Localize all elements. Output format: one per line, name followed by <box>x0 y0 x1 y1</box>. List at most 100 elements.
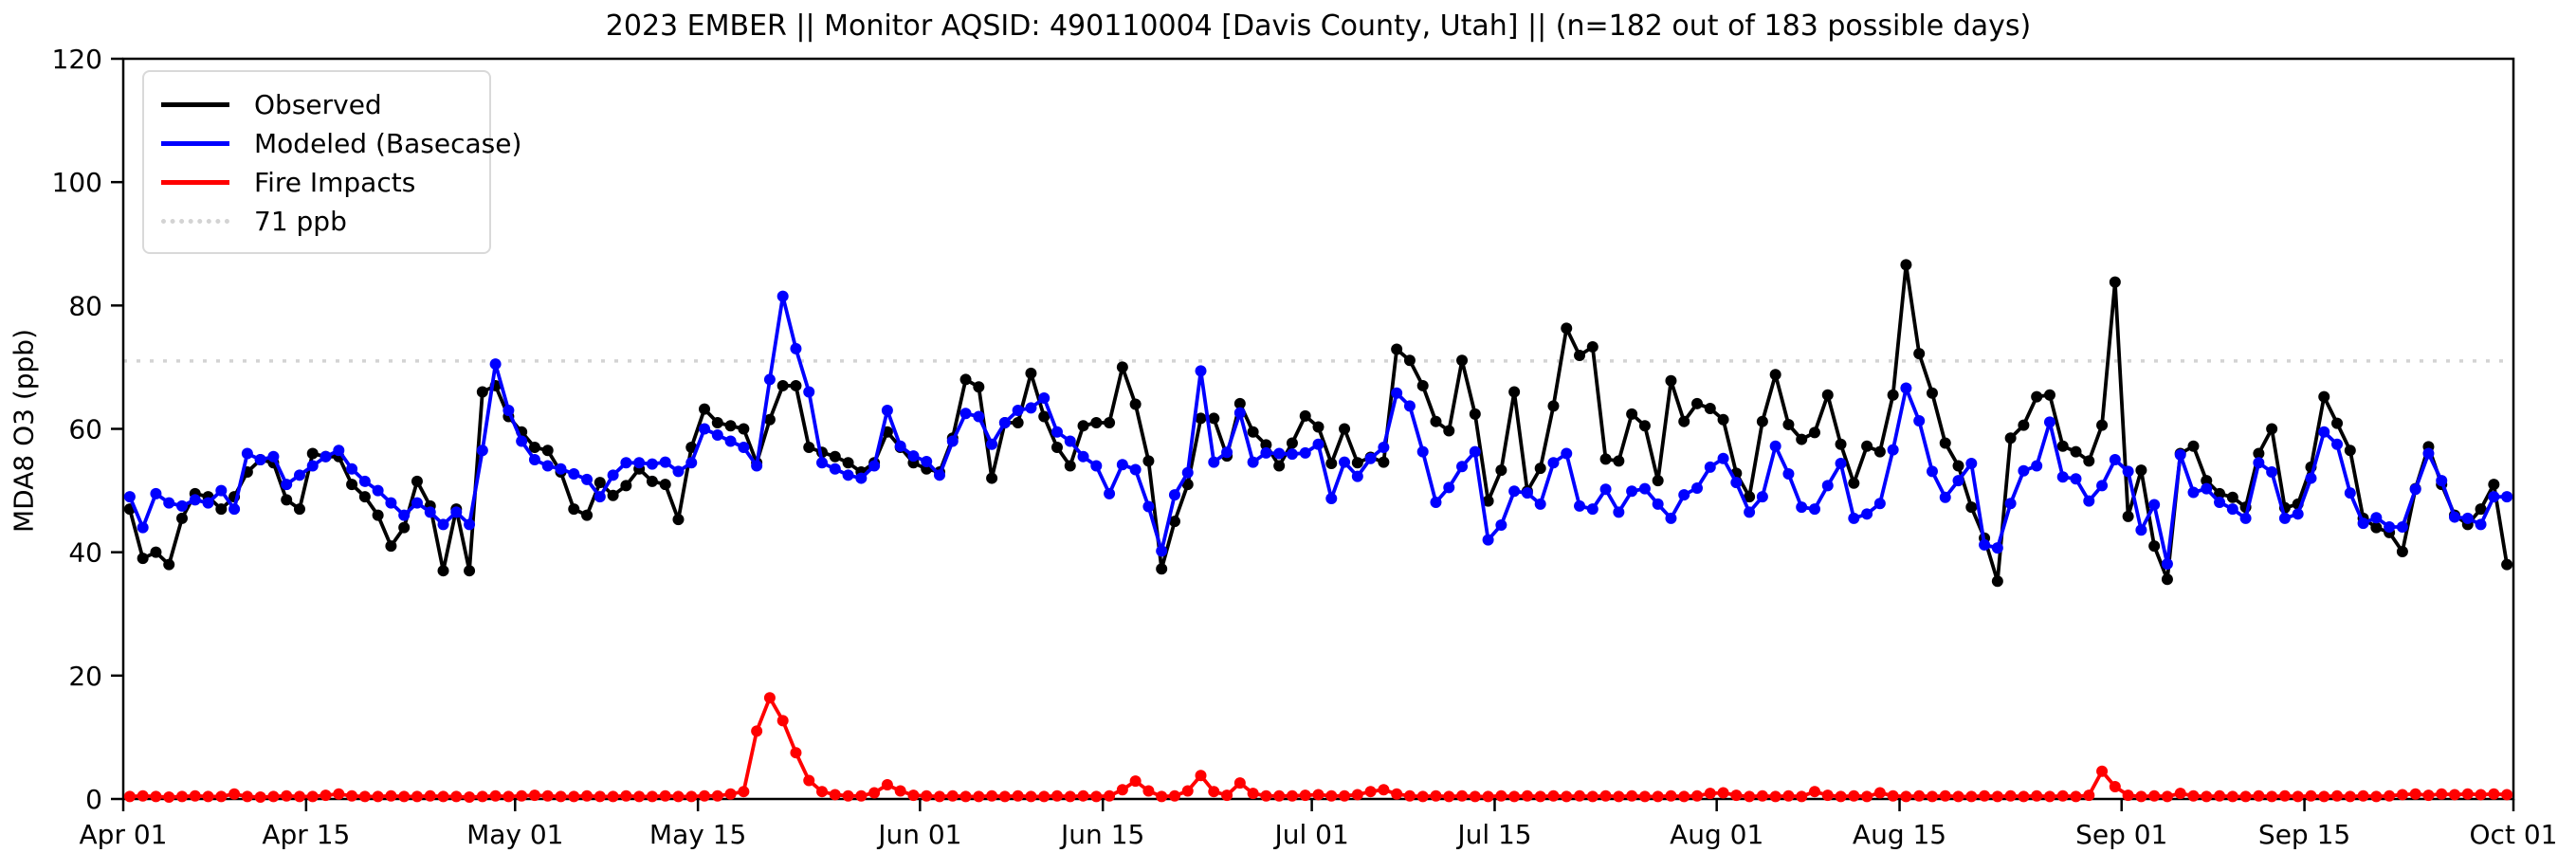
data-point <box>907 789 920 802</box>
x-tick-label: Sep 15 <box>2258 819 2350 850</box>
data-point <box>803 442 815 454</box>
data-point <box>2253 789 2265 802</box>
data-point <box>790 747 802 759</box>
data-point <box>2475 789 2487 801</box>
data-point <box>2201 475 2213 487</box>
data-point <box>398 790 411 803</box>
data-point <box>1913 415 1926 427</box>
data-point <box>1574 350 1586 362</box>
data-point <box>1991 542 2003 554</box>
data-point <box>1547 457 1560 469</box>
legend-item-fire: Fire Impacts <box>161 163 472 202</box>
data-point <box>1156 790 1168 803</box>
data-point <box>2056 471 2069 483</box>
data-point <box>711 416 723 428</box>
data-point <box>1965 501 1978 514</box>
data-point <box>1391 343 1403 355</box>
data-point <box>2122 789 2134 802</box>
data-point <box>1926 790 1938 803</box>
data-point <box>306 790 319 803</box>
data-point <box>1665 512 1677 524</box>
data-point <box>2018 419 2030 431</box>
data-point <box>215 503 228 516</box>
data-point <box>1613 506 1625 518</box>
data-point <box>921 789 933 802</box>
data-point <box>1717 413 1729 426</box>
data-point <box>2135 790 2147 803</box>
data-point <box>1873 498 1886 510</box>
data-point <box>175 512 188 524</box>
data-point <box>1416 790 1429 803</box>
data-point <box>973 790 985 803</box>
data-point <box>1430 496 1442 508</box>
data-point <box>646 475 658 487</box>
data-point <box>1025 402 1037 414</box>
y-tick-label: 20 <box>68 661 102 692</box>
legend-label-modeled: Modeled (Basecase) <box>254 128 522 159</box>
data-point <box>711 789 723 802</box>
data-point <box>1064 435 1076 447</box>
data-point <box>1991 575 2003 588</box>
data-point <box>346 479 358 491</box>
data-point <box>2214 789 2226 802</box>
data-point <box>2226 491 2238 503</box>
data-point <box>2278 789 2291 802</box>
data-point <box>1403 789 1416 802</box>
data-point <box>2253 457 2265 469</box>
data-point <box>476 386 488 398</box>
data-point <box>189 789 201 802</box>
data-point <box>1586 790 1599 803</box>
data-point <box>1652 498 1664 510</box>
data-point <box>894 785 906 797</box>
data-point <box>1495 519 1507 532</box>
data-point <box>228 503 241 516</box>
legend-label-fire: Fire Impacts <box>254 167 416 198</box>
data-point <box>763 373 776 386</box>
data-point <box>2461 788 2474 800</box>
data-point <box>424 506 436 518</box>
fire-line-swatch-icon <box>161 180 229 185</box>
legend: Observed Modeled (Basecase) Fire Impacts… <box>142 70 521 254</box>
data-point <box>2135 464 2147 477</box>
data-point <box>1325 493 1338 505</box>
data-point <box>175 499 188 512</box>
data-point <box>1064 790 1076 803</box>
data-point <box>1848 512 1860 524</box>
data-point <box>2004 432 2017 445</box>
data-point <box>2174 788 2186 800</box>
data-point <box>2370 512 2383 524</box>
data-point <box>1364 786 1377 798</box>
data-point <box>1116 784 1128 796</box>
data-point <box>2226 790 2238 803</box>
data-point <box>685 457 698 469</box>
data-point <box>2161 558 2173 571</box>
data-point <box>2436 788 2448 800</box>
data-point <box>998 416 1011 428</box>
data-point <box>2331 417 2344 429</box>
data-point <box>175 790 188 803</box>
data-point <box>2148 540 2161 553</box>
data-point <box>1534 790 1546 803</box>
data-point <box>2370 790 2383 803</box>
data-point <box>555 463 567 475</box>
data-point <box>2292 790 2304 803</box>
data-point <box>385 789 397 802</box>
data-point <box>1900 790 1912 803</box>
x-tick-label: Jul 01 <box>1272 819 1348 850</box>
data-point <box>790 342 802 354</box>
data-point <box>358 790 371 803</box>
data-point <box>1443 481 1455 494</box>
data-point <box>1952 460 1964 472</box>
data-point <box>1391 387 1403 399</box>
data-point <box>1717 787 1729 799</box>
data-point <box>2331 789 2344 802</box>
data-point <box>1012 789 1024 802</box>
data-point <box>137 789 149 802</box>
data-point <box>333 788 345 800</box>
data-point <box>1233 407 1246 419</box>
data-point <box>2318 426 2330 438</box>
data-point <box>1769 790 1781 803</box>
data-point <box>2018 464 2030 477</box>
data-point <box>1704 788 1716 800</box>
